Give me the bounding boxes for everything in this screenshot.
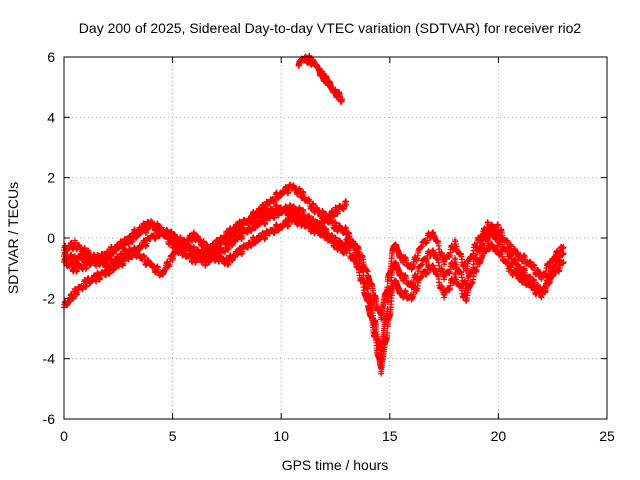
series-track-4 xyxy=(61,198,350,275)
data-marks xyxy=(61,52,567,377)
y-axis-label: SDTVAR / TECUs xyxy=(5,182,21,294)
x-axis-label: GPS time / hours xyxy=(282,457,389,473)
y-tick-label: 6 xyxy=(47,49,55,65)
x-tick-label: 0 xyxy=(60,428,68,444)
y-tick-label: -6 xyxy=(43,411,56,427)
x-tick-label: 10 xyxy=(273,428,289,444)
x-tick-label: 20 xyxy=(491,428,507,444)
y-tick-label: -2 xyxy=(43,290,56,306)
y-tick-label: 4 xyxy=(47,109,55,125)
data-point xyxy=(343,201,350,208)
data-point xyxy=(384,284,391,291)
y-tick-label: -4 xyxy=(43,351,56,367)
x-tick-label: 15 xyxy=(382,428,398,444)
y-tick-label: 2 xyxy=(47,170,55,186)
x-tick-label: 25 xyxy=(599,428,615,444)
data-point xyxy=(384,329,391,336)
chart-title: Day 200 of 2025, Sidereal Day-to-day VTE… xyxy=(79,20,582,36)
data-point xyxy=(310,201,317,208)
series-track-5 xyxy=(295,52,346,105)
series-track-8 xyxy=(343,237,567,377)
data-point xyxy=(93,260,100,267)
data-point xyxy=(495,243,502,250)
axis-ticks: 0 5 10 15 20 25 -6 -4 -2 0 2 4 6 xyxy=(43,49,615,444)
data-point xyxy=(93,278,100,285)
x-tick-label: 5 xyxy=(169,428,177,444)
data-point xyxy=(339,96,346,103)
data-point xyxy=(495,222,502,229)
y-tick-label: 0 xyxy=(47,230,55,246)
series-track-7 xyxy=(343,219,567,323)
data-point xyxy=(560,244,567,251)
